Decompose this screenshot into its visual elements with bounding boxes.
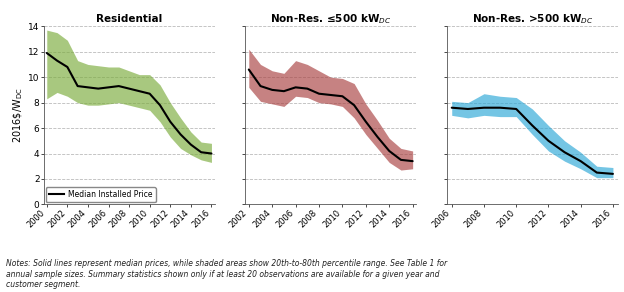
Y-axis label: 2016\$/W$_\mathregular{DC}$: 2016\$/W$_\mathregular{DC}$ <box>12 88 25 143</box>
Title: Non-Res. >500 kW$_{DC}$: Non-Res. >500 kW$_{DC}$ <box>472 12 593 26</box>
Legend: Median Installed Price: Median Installed Price <box>46 187 155 202</box>
Title: Non-Res. ≤500 kW$_{DC}$: Non-Res. ≤500 kW$_{DC}$ <box>270 12 391 26</box>
Text: Notes: Solid lines represent median prices, while shaded areas show 20th-to-80th: Notes: Solid lines represent median pric… <box>6 259 447 289</box>
Title: Residential: Residential <box>96 14 162 24</box>
